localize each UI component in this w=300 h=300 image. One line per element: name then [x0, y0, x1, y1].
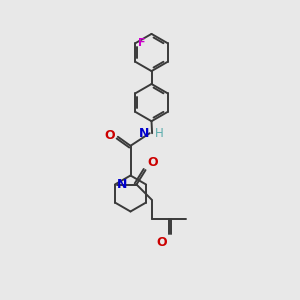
Text: O: O	[104, 129, 115, 142]
Text: N: N	[139, 127, 150, 140]
Text: O: O	[147, 156, 158, 169]
Text: O: O	[156, 236, 166, 248]
Text: F: F	[138, 38, 146, 48]
Text: H: H	[155, 127, 164, 140]
Text: N: N	[117, 178, 128, 191]
